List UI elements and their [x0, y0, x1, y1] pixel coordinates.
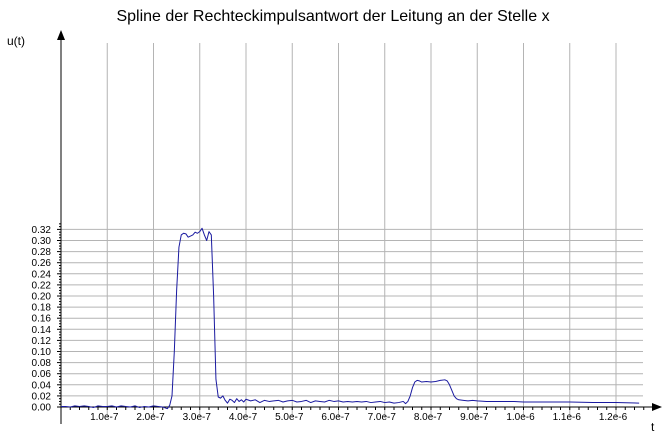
x-axis-label: t: [651, 420, 655, 434]
y-tick-label: 0.14: [32, 325, 52, 336]
y-tick-label: 0.20: [32, 292, 52, 303]
x-tick-label: 8.0e-7: [414, 412, 443, 423]
y-tick-label: 0.08: [32, 358, 52, 369]
y-tick-label: 0.10: [32, 347, 52, 358]
x-tick-label: 1.0e-6: [506, 412, 535, 423]
y-tick-label: 0.32: [32, 225, 52, 236]
x-tick-label: 6.0e-7: [321, 412, 350, 423]
chart-title: Spline der Rechteckimpulsantwort der Lei…: [116, 8, 549, 25]
y-tick-label: 0.04: [32, 380, 52, 391]
x-tick-label: 1.1e-6: [553, 412, 582, 423]
y-tick-label: 0.30: [32, 236, 52, 247]
x-tick-label: 4.0e-7: [229, 412, 258, 423]
axes: [57, 30, 662, 424]
tick-labels: 0.000.020.040.060.080.100.120.140.160.18…: [32, 225, 628, 423]
y-axis-label: u(t): [7, 34, 25, 48]
y-axis-arrow: [57, 30, 65, 40]
x-axis-arrow: [652, 403, 662, 411]
x-tick-label: 1.2e-6: [599, 412, 628, 423]
y-tick-label: 0.12: [32, 336, 52, 347]
x-tick-label: 5.0e-7: [275, 412, 304, 423]
y-tick-label: 0.26: [32, 258, 52, 269]
y-tick-label: 0.22: [32, 280, 52, 291]
y-tick-label: 0.02: [32, 391, 52, 402]
x-tick-label: 9.0e-7: [460, 412, 489, 423]
x-tick-label: 2.0e-7: [136, 412, 165, 423]
series-line-0: [61, 227, 640, 410]
y-tick-label: 0.28: [32, 247, 52, 258]
y-tick-label: 0.00: [32, 403, 52, 414]
x-tick-label: 7.0e-7: [368, 412, 397, 423]
x-tick-label: 1.0e-7: [90, 412, 119, 423]
y-tick-label: 0.18: [32, 303, 52, 314]
x-tick-label: 3.0e-7: [183, 412, 212, 423]
y-tick-label: 0.24: [32, 269, 52, 280]
y-tick-label: 0.06: [32, 369, 52, 380]
y-tick-label: 0.16: [32, 314, 52, 325]
series-group: [61, 227, 640, 410]
